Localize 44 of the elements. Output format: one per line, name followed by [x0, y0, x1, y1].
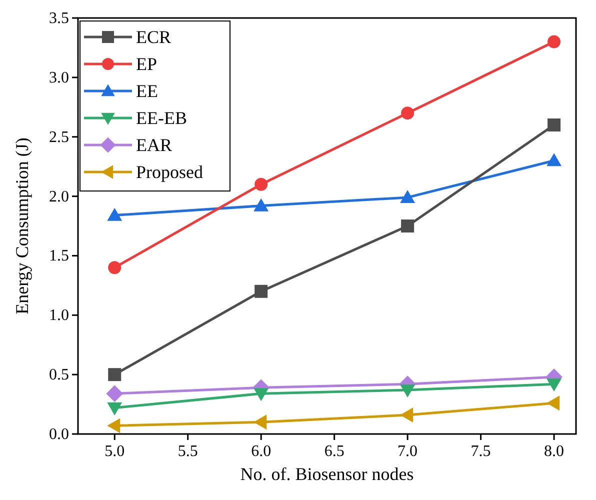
- point: [107, 418, 120, 434]
- y-tick-label: 2.5: [49, 128, 69, 146]
- point: [546, 378, 562, 392]
- point: [401, 106, 414, 120]
- point: [254, 198, 269, 212]
- y-tick-label: 1.0: [49, 307, 69, 324]
- legend-label: ECR: [136, 27, 172, 47]
- point: [400, 190, 416, 203]
- point: [106, 385, 124, 402]
- x-tick-label: 6.0: [251, 443, 272, 460]
- point: [107, 402, 122, 416]
- y-tick-label: 0.5: [49, 366, 69, 384]
- x-tick-label: 5.5: [178, 443, 198, 460]
- point: [400, 384, 416, 398]
- x-tick-label: 5.0: [104, 443, 125, 460]
- x-tick-label: 7.0: [398, 443, 418, 460]
- point: [400, 408, 414, 422]
- y-tick-label: 3.5: [49, 10, 69, 27]
- x-axis-title: No. of. Biosensor nodes: [240, 464, 414, 484]
- point: [254, 388, 269, 402]
- point: [546, 396, 560, 411]
- point: [108, 368, 122, 382]
- point: [546, 153, 562, 166]
- legend-label: Proposed: [136, 162, 203, 182]
- point: [254, 284, 268, 298]
- y-tick-label: 0.0: [49, 426, 69, 443]
- y-tick-label: 2.0: [49, 188, 69, 206]
- point: [107, 208, 122, 221]
- y-axis-title: Energy Consumption (J): [12, 138, 32, 314]
- y-tick-label: 3.0: [49, 69, 69, 86]
- x-tick-label: 7.5: [470, 443, 491, 460]
- legend-label: EE-EB: [136, 108, 187, 128]
- legend-label: EP: [136, 54, 158, 74]
- point: [401, 220, 414, 232]
- point: [108, 261, 122, 274]
- point: [548, 118, 561, 132]
- legend-label: EE: [136, 81, 158, 101]
- point: [254, 414, 267, 430]
- y-tick-label: 1.5: [49, 248, 69, 265]
- point: [548, 35, 561, 48]
- x-tick-label: 8.0: [544, 443, 564, 460]
- point: [254, 178, 268, 191]
- legend-label: EAR: [136, 135, 172, 155]
- x-tick-label: 6.5: [324, 443, 344, 460]
